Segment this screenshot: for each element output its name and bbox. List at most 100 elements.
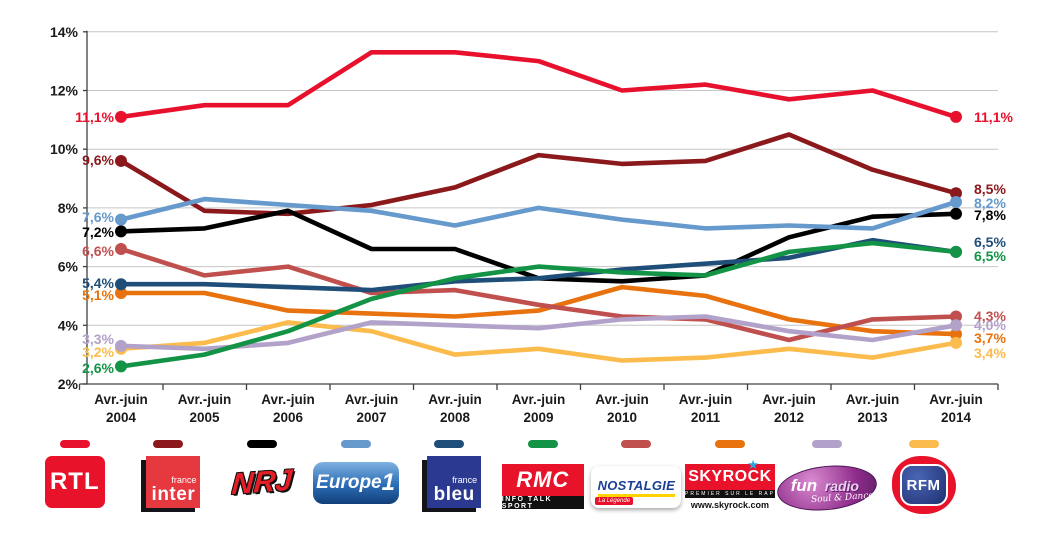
- series-end-dot-Europe 1: [950, 196, 962, 209]
- legend-swatch-europe1: [340, 440, 371, 448]
- legend-swatch-france-inter: [153, 440, 184, 448]
- series-start-label-Skyrock: 5,1%: [82, 287, 114, 303]
- series-end-label-Europe 1: 8,2%: [974, 195, 1006, 211]
- x-tick-label-period: Avr.-juin: [762, 392, 816, 407]
- legend-swatch-rfm: [908, 440, 939, 448]
- rmc-logo: RMC INFO TALK SPORT: [501, 464, 584, 510]
- rfm-logo: RFM: [891, 456, 956, 514]
- rtl-logo: RTL: [44, 456, 105, 508]
- legend-swatch-skyrock: [714, 440, 745, 448]
- skyrock-star-icon: ★: [747, 457, 759, 472]
- x-tick-label-period: Avr.-juin: [428, 392, 482, 407]
- legend-item-rtl: RTL: [28, 430, 122, 541]
- x-tick-label-year: 2012: [774, 410, 804, 425]
- series-line-France Inter: [118, 132, 959, 217]
- series-line-Fun Radio: [118, 314, 959, 352]
- nostalgie-logo: NOSTALGIE La Légende: [591, 466, 682, 508]
- legend-item-europe1: Europe 1: [309, 430, 403, 541]
- series-start-dot-RTL: [115, 110, 127, 123]
- x-tick-label-year: 2006: [273, 410, 304, 425]
- x-tick-label-year: 2005: [189, 410, 220, 425]
- legend-item-skyrock: ★ SKYROCK PREMIER SUR LE RAP www.skyrock…: [683, 430, 777, 541]
- x-tick-label-period: Avr.-juin: [261, 392, 315, 407]
- series-start-dot-RMC: [115, 360, 127, 373]
- y-tick-label: 6%: [58, 259, 79, 275]
- series-start-label-RTL: 11,1%: [75, 109, 114, 125]
- series-end-dot-RTL: [950, 110, 962, 123]
- series-line-France Bleu: [118, 237, 959, 293]
- x-tick-label-year: 2011: [691, 410, 721, 425]
- x-tick-label-year: 2008: [440, 410, 471, 425]
- y-tick-label: 8%: [58, 200, 79, 216]
- series-end-dot-Fun Radio: [950, 319, 962, 332]
- y-tick-label: 14%: [50, 24, 79, 40]
- france-bleu-logo: france bleu: [423, 456, 482, 512]
- skyrock-logo: ★ SKYROCK PREMIER SUR LE RAP www.skyrock…: [684, 457, 775, 511]
- series-end-dot-RFM: [950, 336, 962, 349]
- series-line-Skyrock: [118, 284, 959, 337]
- series-end-label-Nostalgie: 4,3%: [974, 308, 1006, 324]
- series-line-RMC: [118, 240, 959, 369]
- legend-item-fun-radio: fun radio Soul & Dance: [774, 430, 879, 541]
- x-tick-label-period: Avr.-juin: [929, 392, 983, 407]
- legend-item-nostalgie: NOSTALGIE La Légende: [590, 430, 684, 541]
- x-tick-label-period: Avr.-juin: [846, 392, 900, 407]
- station-logo-legend: RTL france inter NRJ Europe 1: [0, 430, 1045, 541]
- series-start-label-France Inter: 9,6%: [82, 152, 114, 168]
- y-tick-label: 4%: [58, 317, 79, 333]
- series-start-dot-Europe 1: [115, 213, 127, 226]
- legend-item-rmc: RMC INFO TALK SPORT: [496, 430, 590, 541]
- series-start-dot-Fun Radio: [115, 339, 127, 352]
- series-end-dot-France Inter: [950, 187, 962, 200]
- france-inter-logo: france inter: [142, 456, 201, 512]
- series-start-label-France Bleu: 5,4%: [82, 275, 114, 291]
- nostalgie-slogan: La Légende: [595, 497, 634, 505]
- fun-radio-logo: fun radio Soul & Dance: [774, 460, 879, 516]
- series-start-label-Nostalgie: 6,6%: [82, 243, 114, 259]
- x-tick-label-period: Avr.-juin: [679, 392, 733, 407]
- series-end-dot-RMC: [950, 245, 962, 258]
- legend-item-nrj: NRJ: [215, 430, 309, 541]
- france-inter-logo-top: france: [171, 475, 197, 485]
- legend-swatch-rtl: [59, 440, 90, 448]
- x-tick-label-period: Avr.-juin: [512, 392, 566, 407]
- x-tick-label-year: 2013: [857, 410, 888, 425]
- legend-swatch-france-bleu: [434, 440, 465, 448]
- y-tick-label: 10%: [50, 141, 79, 157]
- series-end-label-France Inter: 8,5%: [974, 181, 1006, 197]
- series-start-dot-France Inter: [115, 154, 127, 167]
- series-line-RTL: [118, 49, 959, 120]
- x-tick-label-year: 2004: [106, 410, 137, 425]
- series-end-label-Skyrock: 3,7%: [974, 330, 1006, 346]
- x-tick-label-year: 2009: [523, 410, 553, 425]
- legend-item-rfm: RFM: [877, 430, 971, 541]
- x-tick-label-period: Avr.-juin: [595, 392, 649, 407]
- legend-swatch-rmc: [527, 440, 558, 448]
- europe1-logo: Europe 1: [312, 462, 399, 504]
- x-tick-label-period: Avr.-juin: [178, 392, 232, 407]
- series-start-label-Fun Radio: 3,3%: [82, 331, 114, 347]
- x-tick-label-year: 2010: [607, 410, 637, 425]
- legend-item-france-inter: france inter: [122, 430, 216, 541]
- series-start-label-RFM: 3,2%: [82, 344, 114, 360]
- legend-item-france-bleu: france bleu: [402, 430, 496, 541]
- series-end-label-RFM: 3,4%: [974, 345, 1006, 361]
- series-start-dot-Nostalgie: [115, 242, 127, 255]
- nrj-logo: NRJ: [230, 463, 294, 502]
- y-tick-label: 2%: [58, 376, 79, 392]
- y-tick-label: 12%: [50, 83, 79, 99]
- series-start-label-Europe 1: 7,6%: [82, 209, 114, 225]
- france-inter-logo-main: inter: [151, 484, 196, 505]
- series-end-label-France Bleu: 6,5%: [974, 234, 1006, 250]
- series-start-label-RMC: 2,6%: [82, 360, 114, 376]
- legend-swatch-nrj: [246, 440, 277, 448]
- x-tick-label-year: 2007: [356, 410, 386, 425]
- series-line-RFM: [118, 320, 959, 363]
- france-bleu-logo-main: bleu: [433, 484, 475, 505]
- legend-swatch-fun-radio: [811, 440, 842, 448]
- x-tick-label-period: Avr.-juin: [345, 392, 399, 407]
- x-tick-label-year: 2014: [941, 410, 972, 425]
- series-end-dot-Skyrock: [950, 328, 962, 341]
- series-end-label-RTL: 11,1%: [974, 109, 1013, 125]
